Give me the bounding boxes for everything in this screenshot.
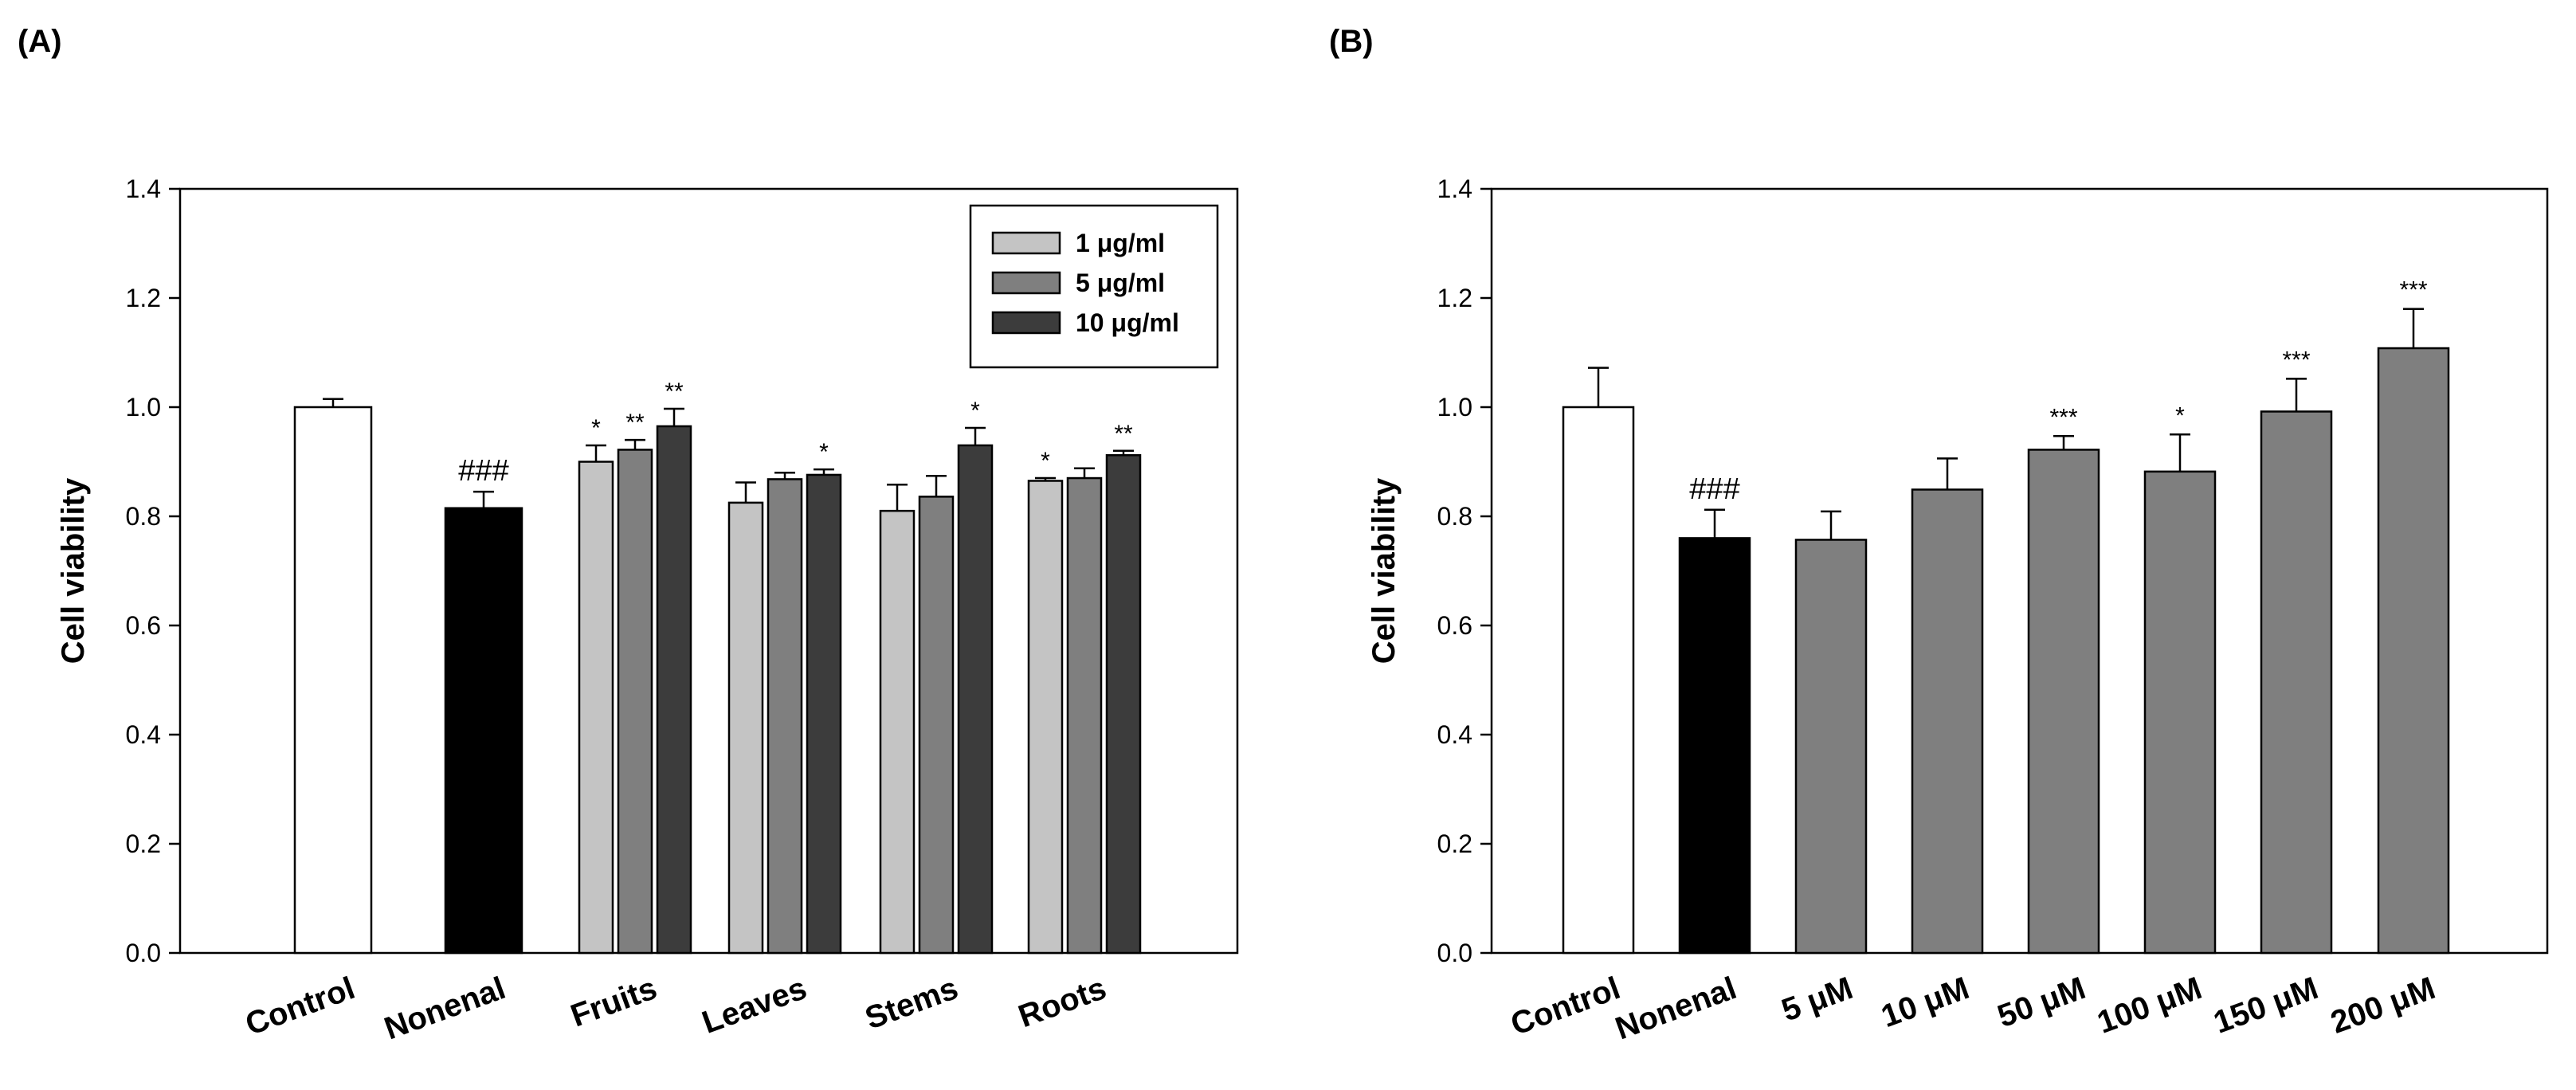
y-tick-label: 0.6	[1437, 611, 1472, 640]
y-tick-label: 1.4	[126, 174, 161, 203]
category-label: 5 μM	[1777, 970, 1857, 1029]
legend-entry: 5 μg/ml	[1076, 269, 1165, 297]
bar	[2143, 470, 2217, 955]
bar	[1678, 537, 1751, 955]
y-tick-label: 0.4	[126, 720, 161, 749]
plot-frame-1	[1490, 187, 2549, 955]
category-label: 50 μM	[1993, 970, 2090, 1034]
bar	[444, 507, 523, 955]
category-label: 150 μM	[2209, 970, 2323, 1041]
significance-marker: ***	[2399, 277, 2427, 304]
bar	[1027, 480, 1064, 955]
legend-swatch	[991, 271, 1061, 295]
bar	[656, 425, 692, 955]
bar	[293, 406, 373, 955]
y-tick-label: 0.4	[1437, 720, 1472, 749]
legend-swatch	[991, 231, 1061, 255]
y-axis-title: Cell viability	[56, 477, 91, 664]
bar	[2027, 449, 2100, 955]
significance-marker: **	[665, 378, 684, 405]
bar	[957, 444, 994, 955]
category-label: Control	[241, 970, 359, 1042]
category-label: Stems	[861, 970, 963, 1036]
significance-marker: *	[1041, 448, 1050, 474]
category-label: Nonenal	[1611, 970, 1741, 1046]
bar	[1911, 488, 1984, 955]
bar	[1562, 406, 1635, 955]
y-tick-label: 0.0	[1437, 939, 1472, 967]
panel-b-label: (B)	[1329, 24, 1374, 59]
bar	[1066, 476, 1103, 955]
category-label: Roots	[1014, 970, 1112, 1034]
y-axis-title: Cell viability	[1366, 477, 1402, 664]
significance-marker: *	[970, 398, 980, 424]
category-label: Fruits	[567, 970, 661, 1033]
y-tick-label: 0.8	[126, 502, 161, 531]
plot-frame-0	[178, 187, 1239, 955]
significance-marker: *	[2175, 402, 2185, 429]
y-tick-label: 0.2	[1437, 829, 1472, 858]
bar	[2377, 347, 2450, 955]
bar	[767, 478, 803, 955]
y-tick-label: 1.2	[126, 284, 161, 312]
legend-entry: 1 μg/ml	[1076, 229, 1165, 257]
y-tick-label: 1.2	[1437, 284, 1472, 312]
bar	[1794, 539, 1868, 955]
category-label: Control	[1506, 970, 1625, 1042]
significance-marker: *	[819, 439, 829, 465]
category-label: 100 μM	[2093, 970, 2207, 1041]
y-tick-label: 0.8	[1437, 502, 1472, 531]
significance-marker: **	[1114, 421, 1133, 447]
significance-marker: ***	[2282, 347, 2310, 373]
bar	[578, 461, 614, 955]
y-tick-label: 0.0	[126, 939, 161, 967]
bar	[617, 449, 653, 955]
bar	[2260, 410, 2333, 955]
significance-marker: ###	[1689, 472, 1739, 506]
significance-marker: ###	[458, 454, 508, 488]
significance-marker: **	[625, 410, 645, 436]
significance-marker: *	[591, 415, 601, 441]
y-tick-label: 1.0	[126, 393, 161, 421]
bar	[727, 501, 764, 955]
y-tick-label: 0.2	[126, 829, 161, 858]
legend-entry: 10 μg/ml	[1076, 308, 1179, 337]
bar	[879, 509, 916, 955]
y-tick-label: 0.6	[126, 611, 161, 640]
category-label: 10 μM	[1876, 970, 1974, 1034]
y-tick-label: 1.0	[1437, 393, 1472, 421]
category-label: Leaves	[698, 970, 812, 1041]
significance-marker: ***	[2049, 404, 2077, 430]
legend-swatch	[991, 311, 1061, 335]
y-tick-label: 1.4	[1437, 174, 1472, 203]
category-label: 200 μM	[2327, 970, 2441, 1041]
bar	[918, 496, 955, 955]
bar	[806, 473, 842, 955]
bar	[1105, 454, 1142, 955]
category-label: Nonenal	[380, 970, 510, 1046]
panel-a-label: (A)	[18, 24, 62, 59]
